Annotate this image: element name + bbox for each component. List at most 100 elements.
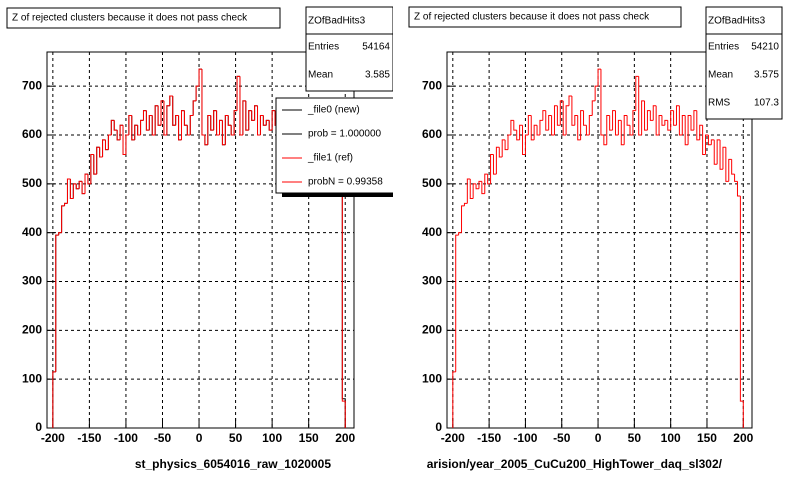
histogram-step <box>265 119 270 126</box>
x-tick-label: 50 <box>229 431 243 445</box>
histogram-step <box>341 196 346 428</box>
histogram-step <box>163 100 167 136</box>
histogram-step <box>186 125 191 136</box>
y-tick-label: 400 <box>422 225 442 239</box>
y-tick-label: 700 <box>422 78 442 92</box>
histogram-step <box>501 139 506 157</box>
x-tick-label: 0 <box>196 431 203 445</box>
histogram-step <box>719 139 723 170</box>
stats-value: 3.585 <box>365 70 390 81</box>
histogram-step <box>128 114 132 136</box>
y-tick-label: 600 <box>22 127 42 141</box>
histogram-step <box>224 114 229 145</box>
histogram-step <box>623 114 628 145</box>
histogram-step <box>527 114 532 136</box>
histogram-step <box>522 125 526 156</box>
y-tick-label: 300 <box>422 274 442 288</box>
histogram-step <box>242 100 246 136</box>
histogram-step <box>710 139 715 145</box>
histogram-step <box>612 110 616 131</box>
histogram-step <box>559 100 564 126</box>
histogram-step <box>195 85 200 101</box>
panel: 0 100 200 300 400 500 600 700 -200 -150 -100 -50 0 50… <box>6 6 393 471</box>
histogram-step <box>684 115 689 146</box>
y-tick-label: 500 <box>422 176 442 190</box>
x-tick-label: -50 <box>154 431 172 445</box>
histogram-step <box>580 110 584 140</box>
histogram-step <box>66 178 71 204</box>
panel: 0 100 200 300 400 500 600 700 -200 -150 -100 -50 0 50… <box>408 6 783 471</box>
histogram-step <box>722 146 726 170</box>
histogram-step <box>658 114 662 136</box>
histogram-step <box>239 76 243 136</box>
histogram-step <box>524 134 529 155</box>
histogram-step <box>478 180 482 189</box>
histogram-step <box>519 124 523 140</box>
histogram-step <box>638 76 642 136</box>
histogram-step <box>661 115 665 126</box>
stats-name: ZOfBadHits3 <box>308 16 366 27</box>
histogram-step <box>516 130 520 141</box>
histogram-step <box>545 110 549 131</box>
histogram-step <box>110 119 115 136</box>
histogram-step <box>626 115 630 126</box>
histogram-step <box>84 173 88 194</box>
histogram-step <box>172 95 176 126</box>
legend-label: probN = 0.99358 <box>308 177 383 188</box>
histogram-step <box>248 110 252 131</box>
histogram-step <box>166 105 170 136</box>
histogram-step <box>646 110 651 131</box>
histogram-step <box>635 75 639 111</box>
histogram-step <box>160 100 164 126</box>
histogram-step <box>271 110 276 131</box>
y-tick-label: 0 <box>435 420 442 434</box>
histogram-step <box>99 147 103 158</box>
histogram-step <box>145 110 150 131</box>
histogram-step <box>507 134 511 150</box>
histogram-step <box>716 139 721 165</box>
histogram-step <box>713 139 718 165</box>
histogram-step <box>134 124 138 140</box>
x-tick-label: 50 <box>628 431 642 445</box>
y-tick-label: 200 <box>422 323 442 337</box>
histogram-step <box>551 115 555 136</box>
x-tick-label: -100 <box>114 431 138 445</box>
histogram-step <box>562 100 567 136</box>
y-tick-label: 100 <box>22 371 42 385</box>
histogram-step <box>140 119 144 136</box>
histogram-step <box>553 105 558 136</box>
x-tick-label: 150 <box>697 431 717 445</box>
histogram-step <box>78 180 83 189</box>
histogram-step <box>475 183 479 190</box>
x-tick-label: 200 <box>733 431 753 445</box>
histogram-step <box>107 134 112 150</box>
plot-frame <box>446 51 753 429</box>
title-box <box>408 6 682 28</box>
histogram-step <box>137 125 141 136</box>
histogram-step <box>58 232 62 236</box>
histogram-step <box>148 114 153 131</box>
histogram-step <box>61 205 65 233</box>
histogram-step <box>644 100 648 131</box>
histogram-step <box>670 110 674 131</box>
histogram-step <box>122 125 126 156</box>
histogram-step <box>183 110 188 126</box>
y-tick-label: 600 <box>422 127 442 141</box>
histogram-step <box>556 105 561 126</box>
stats-label: Entries <box>308 42 339 53</box>
y-tick-label: 700 <box>22 78 42 92</box>
histogram-step <box>157 105 162 126</box>
histogram-step <box>728 158 732 182</box>
histogram-step <box>739 196 744 428</box>
histogram-step <box>175 114 179 126</box>
histogram-step <box>583 110 587 126</box>
x-tick-label: -200 <box>41 431 65 445</box>
histogram-step <box>548 114 552 131</box>
histogram-step <box>664 119 668 126</box>
histogram-step <box>667 120 671 131</box>
histogram-step <box>72 183 77 199</box>
histogram-step <box>75 183 80 190</box>
histogram-step <box>207 114 211 145</box>
histogram-step <box>705 134 709 155</box>
